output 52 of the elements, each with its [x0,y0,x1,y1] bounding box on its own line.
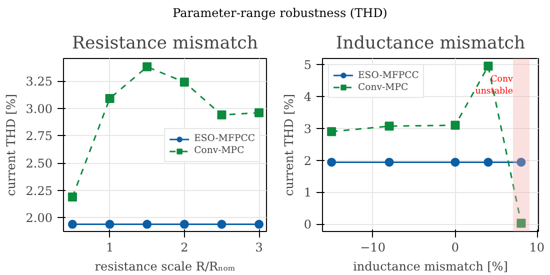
y-axis-title: current THD [%] [282,94,296,196]
y-axis-title: current THD [%] [4,94,18,196]
point [327,127,336,136]
point [254,220,264,229]
x-axis-title: inductance mismatch [%] [353,260,508,274]
x-tick-label: 0 [451,240,460,254]
legend-label: Conv-MPC [194,144,244,156]
y-tick-label: 3 [304,122,312,136]
point [484,62,493,71]
point [217,220,226,229]
point [484,158,493,167]
y-tick-label: 2 [304,154,312,168]
y-tick-label: 2.25 [26,184,52,198]
point [254,108,264,118]
y-tick-label: 3.00 [26,102,52,116]
y-tick-label: 5 [304,58,312,72]
point [384,158,394,167]
legend-label: ESO-MFPCC [358,69,419,81]
point [105,220,114,229]
x-tick-label: 3 [255,240,263,254]
chart-title: Inductance mismatch [336,34,526,54]
chart-title: Resistance mismatch [72,34,258,54]
point [142,62,152,72]
point [105,94,114,104]
point [516,158,526,167]
point [217,110,226,120]
point [180,220,189,229]
point [450,158,460,167]
point [180,78,189,87]
legend-label: ESO-MFPCC [194,132,255,144]
x-tick-label: −10 [360,240,386,254]
text: Parameter-range robustness (THD) [172,5,388,22]
point [450,120,460,130]
y-tick-label: 0 [304,218,312,232]
y-tick-label: 2.00 [26,211,52,226]
point [68,220,77,229]
point [516,218,526,228]
y-tick-label: 3.25 [26,74,52,89]
band-label: Conv unstable [475,74,514,97]
y-tick-label: 1 [304,186,312,200]
legend-label: Conv-MPC [358,81,408,93]
x-tick-label: 1 [106,240,114,254]
y-tick-label: 4 [304,90,312,104]
point [142,220,152,229]
point [68,192,77,202]
x-tick-label: 2 [180,240,188,254]
x-tick-label: 10 [529,240,545,254]
y-tick-label: 2.75 [26,129,52,144]
point [327,158,336,167]
x-axis-title: resistance scale R/Rₙₒₘ [94,260,236,274]
y-tick-label: 2.50 [26,156,52,171]
point [384,122,394,131]
